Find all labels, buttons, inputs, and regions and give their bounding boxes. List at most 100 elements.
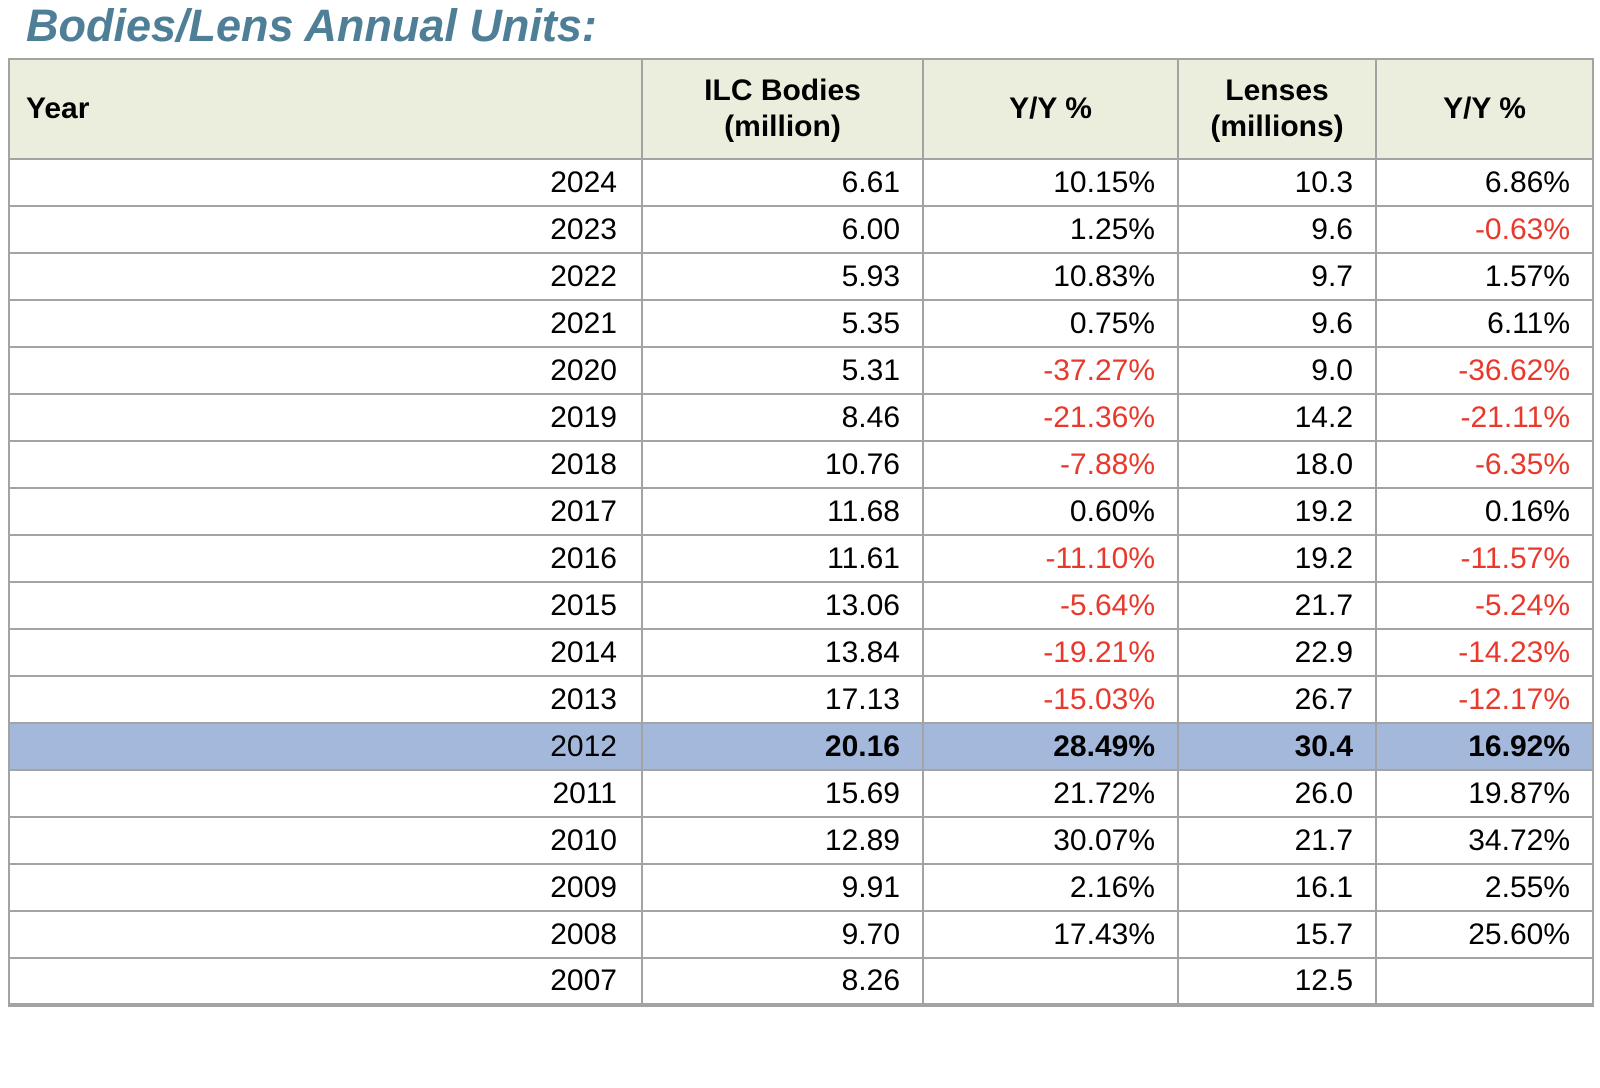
table-row: 2014 13.84 -19.21% 22.9 -14.23%: [8, 628, 1594, 677]
lenses-yoy-cell: 0.16%: [1375, 487, 1594, 536]
lenses-cell: 14.2: [1177, 393, 1377, 442]
bodies-cell: 12.89: [641, 816, 924, 865]
bodies-yoy-cell: -11.10%: [922, 534, 1179, 583]
lenses-cell: 19.2: [1177, 534, 1377, 583]
lenses-cell: 26.7: [1177, 675, 1377, 724]
lenses-cell: 12.5: [1177, 957, 1377, 1007]
lenses-cell: 9.6: [1177, 205, 1377, 254]
bodies-yoy-cell: 2.16%: [922, 863, 1179, 912]
year-cell: 2008: [8, 910, 643, 959]
bodies-yoy-cell: 10.15%: [922, 158, 1179, 207]
lenses-cell: 10.3: [1177, 158, 1377, 207]
bodies-yoy-cell: 28.49%: [922, 722, 1179, 771]
bodies-yoy-cell: 21.72%: [922, 769, 1179, 818]
page-title: Bodies/Lens Annual Units:: [26, 0, 597, 51]
lenses-cell: 9.7: [1177, 252, 1377, 301]
column-header-bodies-yoy: Y/Y %: [922, 58, 1179, 160]
bodies-yoy-cell: 0.75%: [922, 299, 1179, 348]
bodies-cell: 11.61: [641, 534, 924, 583]
lenses-yoy-cell: 6.11%: [1375, 299, 1594, 348]
lenses-cell: 26.0: [1177, 769, 1377, 818]
bodies-cell: 8.26: [641, 957, 924, 1007]
lenses-yoy-cell: -11.57%: [1375, 534, 1594, 583]
table-row: 2019 8.46 -21.36% 14.2 -21.11%: [8, 393, 1594, 442]
column-header-lenses: Lenses (millions): [1177, 58, 1377, 160]
lenses-yoy-cell: -21.11%: [1375, 393, 1594, 442]
table-row: 2013 17.13 -15.03% 26.7 -12.17%: [8, 675, 1594, 724]
table-row: 2024 6.61 10.15% 10.3 6.86%: [8, 158, 1594, 207]
lenses-yoy-cell: -14.23%: [1375, 628, 1594, 677]
lenses-yoy-cell: 34.72%: [1375, 816, 1594, 865]
column-header-lenses-yoy: Y/Y %: [1375, 58, 1594, 160]
column-header-ilc-bodies: ILC Bodies (million): [641, 58, 924, 160]
table-row: 2009 9.91 2.16% 16.1 2.55%: [8, 863, 1594, 912]
lenses-yoy-cell: -0.63%: [1375, 205, 1594, 254]
bodies-cell: 17.13: [641, 675, 924, 724]
year-cell: 2018: [8, 440, 643, 489]
year-cell: 2009: [8, 863, 643, 912]
bodies-yoy-cell: -19.21%: [922, 628, 1179, 677]
table-row: 2020 5.31 -37.27% 9.0 -36.62%: [8, 346, 1594, 395]
year-cell: 2016: [8, 534, 643, 583]
year-cell: 2020: [8, 346, 643, 395]
lenses-yoy-cell: 2.55%: [1375, 863, 1594, 912]
table-body: 2024 6.61 10.15% 10.3 6.86% 2023 6.00 1.…: [8, 158, 1594, 1007]
bodies-yoy-cell: 30.07%: [922, 816, 1179, 865]
lenses-cell: 18.0: [1177, 440, 1377, 489]
year-cell: 2017: [8, 487, 643, 536]
table-row: 2017 11.68 0.60% 19.2 0.16%: [8, 487, 1594, 536]
bodies-cell: 9.70: [641, 910, 924, 959]
bodies-cell: 8.46: [641, 393, 924, 442]
bodies-yoy-cell: -15.03%: [922, 675, 1179, 724]
year-cell: 2015: [8, 581, 643, 630]
bodies-cell: 13.84: [641, 628, 924, 677]
lenses-yoy-cell: 25.60%: [1375, 910, 1594, 959]
bodies-yoy-cell: [922, 957, 1179, 1007]
lenses-cell: 22.9: [1177, 628, 1377, 677]
lenses-cell: 9.0: [1177, 346, 1377, 395]
year-cell: 2013: [8, 675, 643, 724]
year-cell: 2019: [8, 393, 643, 442]
table-row: 2007 8.26 12.5: [8, 957, 1594, 1007]
bodies-yoy-cell: 0.60%: [922, 487, 1179, 536]
table-row: 2012 20.16 28.49% 30.4 16.92%: [8, 722, 1594, 771]
bodies-cell: 15.69: [641, 769, 924, 818]
table-row: 2021 5.35 0.75% 9.6 6.11%: [8, 299, 1594, 348]
bodies-cell: 11.68: [641, 487, 924, 536]
lenses-yoy-cell: 19.87%: [1375, 769, 1594, 818]
table-row: 2022 5.93 10.83% 9.7 1.57%: [8, 252, 1594, 301]
table-row: 2016 11.61 -11.10% 19.2 -11.57%: [8, 534, 1594, 583]
bodies-cell: 5.35: [641, 299, 924, 348]
bodies-cell: 13.06: [641, 581, 924, 630]
table-row: 2023 6.00 1.25% 9.6 -0.63%: [8, 205, 1594, 254]
year-cell: 2023: [8, 205, 643, 254]
bodies-cell: 5.31: [641, 346, 924, 395]
table-row: 2018 10.76 -7.88% 18.0 -6.35%: [8, 440, 1594, 489]
header-row: Year ILC Bodies (million) Y/Y % Lenses (…: [8, 58, 1594, 160]
bodies-yoy-cell: 1.25%: [922, 205, 1179, 254]
lenses-yoy-cell: 6.86%: [1375, 158, 1594, 207]
column-header-year: Year: [8, 58, 643, 160]
year-cell: 2022: [8, 252, 643, 301]
bodies-cell: 9.91: [641, 863, 924, 912]
table-row: 2015 13.06 -5.64% 21.7 -5.24%: [8, 581, 1594, 630]
bodies-yoy-cell: 17.43%: [922, 910, 1179, 959]
lenses-yoy-cell: -36.62%: [1375, 346, 1594, 395]
year-cell: 2014: [8, 628, 643, 677]
year-cell: 2011: [8, 769, 643, 818]
lenses-yoy-cell: -6.35%: [1375, 440, 1594, 489]
lenses-cell: 9.6: [1177, 299, 1377, 348]
lenses-cell: 21.7: [1177, 581, 1377, 630]
lenses-yoy-cell: -5.24%: [1375, 581, 1594, 630]
lenses-cell: 30.4: [1177, 722, 1377, 771]
year-cell: 2007: [8, 957, 643, 1007]
lenses-yoy-cell: 1.57%: [1375, 252, 1594, 301]
lenses-cell: 15.7: [1177, 910, 1377, 959]
table-row: 2008 9.70 17.43% 15.7 25.60%: [8, 910, 1594, 959]
year-cell: 2010: [8, 816, 643, 865]
lenses-yoy-cell: 16.92%: [1375, 722, 1594, 771]
bodies-yoy-cell: -5.64%: [922, 581, 1179, 630]
year-cell: 2012: [8, 722, 643, 771]
annual-units-table: Year ILC Bodies (million) Y/Y % Lenses (…: [8, 58, 1594, 1007]
